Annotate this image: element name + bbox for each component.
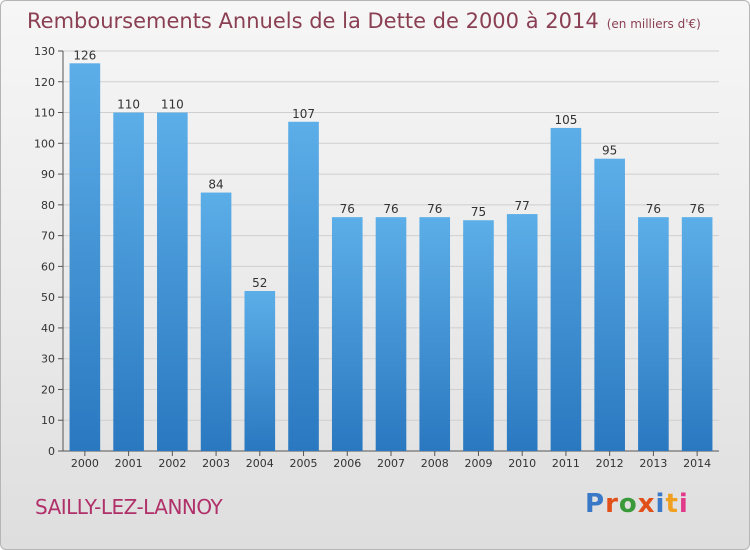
bar-2007 xyxy=(375,217,407,451)
bar-2011 xyxy=(550,127,582,451)
bar-2000 xyxy=(69,63,101,452)
x-tick-label-2010: 2010 xyxy=(508,457,536,470)
data-labels: 126 110 110 84 52 107 76 76 76 75 77 105 95 76 76 xyxy=(73,48,704,290)
data-label-2001: 110 xyxy=(117,98,140,112)
tick-labels: 0 10 20 30 40 50 60 70 80 90 100 110 120 130 2000 2001 2… xyxy=(34,45,711,470)
x-tick-label-2001: 2001 xyxy=(115,457,143,470)
y-tick-label-110: 110 xyxy=(34,107,55,120)
x-tick-label-2014: 2014 xyxy=(683,457,711,470)
data-label-2007: 76 xyxy=(383,202,398,216)
data-label-2004: 52 xyxy=(252,276,267,290)
brand-letter-6: i xyxy=(678,489,689,519)
bar-2004 xyxy=(244,291,276,451)
x-tick-label-2004: 2004 xyxy=(246,457,274,470)
data-label-2012: 95 xyxy=(602,144,617,158)
brand-letter-1: r xyxy=(605,489,619,519)
data-label-2000: 126 xyxy=(73,48,96,62)
bar-2009 xyxy=(463,220,494,451)
chart-title: Remboursements Annuels de la Dette de 20… xyxy=(27,9,701,33)
brand-letter-5: t xyxy=(665,489,679,519)
bar-2001 xyxy=(113,112,144,452)
bar-2014 xyxy=(681,217,713,451)
x-tick-label-2013: 2013 xyxy=(639,457,667,470)
y-tick-label-90: 90 xyxy=(41,168,55,181)
brand-letter-0: P xyxy=(585,489,606,519)
bar-2002 xyxy=(157,112,188,452)
brand-logo: Proxiti xyxy=(585,489,689,519)
brand-letter-4: i xyxy=(655,489,666,519)
data-label-2008: 76 xyxy=(427,202,442,216)
bar-2012 xyxy=(594,158,625,451)
y-tick-label-50: 50 xyxy=(41,291,55,304)
x-tick-label-2005: 2005 xyxy=(290,457,318,470)
data-label-2014: 76 xyxy=(689,202,704,216)
data-label-2010: 77 xyxy=(515,199,530,213)
bar-2013 xyxy=(638,217,669,451)
y-tick-label-30: 30 xyxy=(41,353,55,366)
brand-letter-3: x xyxy=(637,489,656,519)
x-tick-label-2003: 2003 xyxy=(202,457,230,470)
bar-2006 xyxy=(331,217,363,451)
x-tick-label-2008: 2008 xyxy=(421,457,449,470)
y-tick-label-40: 40 xyxy=(41,322,55,335)
y-tick-label-120: 120 xyxy=(34,76,55,89)
y-tick-label-100: 100 xyxy=(34,137,55,150)
bar-2003 xyxy=(200,192,232,452)
bar-2010 xyxy=(506,214,538,451)
x-tick-label-2002: 2002 xyxy=(158,457,186,470)
data-label-2011: 105 xyxy=(554,113,577,127)
data-label-2013: 76 xyxy=(646,202,661,216)
bar-2008 xyxy=(419,217,451,451)
y-tick-label-130: 130 xyxy=(34,45,55,58)
x-tick-label-2012: 2012 xyxy=(596,457,624,470)
data-label-2002: 110 xyxy=(161,98,184,112)
y-tick-label-20: 20 xyxy=(41,383,55,396)
x-tick-label-2009: 2009 xyxy=(464,457,492,470)
x-tick-label-2007: 2007 xyxy=(377,457,405,470)
y-tick-label-80: 80 xyxy=(41,199,55,212)
commune-name: SAILLY-LEZ-LANNOY xyxy=(35,495,223,519)
chart-subtitle: (en milliers d'€) xyxy=(606,17,701,31)
data-label-2006: 76 xyxy=(340,202,355,216)
x-tick-label-2000: 2000 xyxy=(71,457,99,470)
x-tick-label-2011: 2011 xyxy=(552,457,580,470)
x-tick-label-2006: 2006 xyxy=(333,457,361,470)
data-label-2009: 75 xyxy=(471,205,486,219)
data-label-2003: 84 xyxy=(208,178,223,192)
bar-2005 xyxy=(288,121,319,452)
y-tick-label-70: 70 xyxy=(41,230,55,243)
y-tick-label-60: 60 xyxy=(41,260,55,273)
bars xyxy=(69,63,713,452)
brand-letter-2: o xyxy=(618,489,638,519)
chart-title-text: Remboursements Annuels de la Dette de 20… xyxy=(27,9,599,33)
y-tick-label-10: 10 xyxy=(41,414,55,427)
y-tick-label-0: 0 xyxy=(48,445,55,458)
data-label-2005: 107 xyxy=(292,107,315,121)
